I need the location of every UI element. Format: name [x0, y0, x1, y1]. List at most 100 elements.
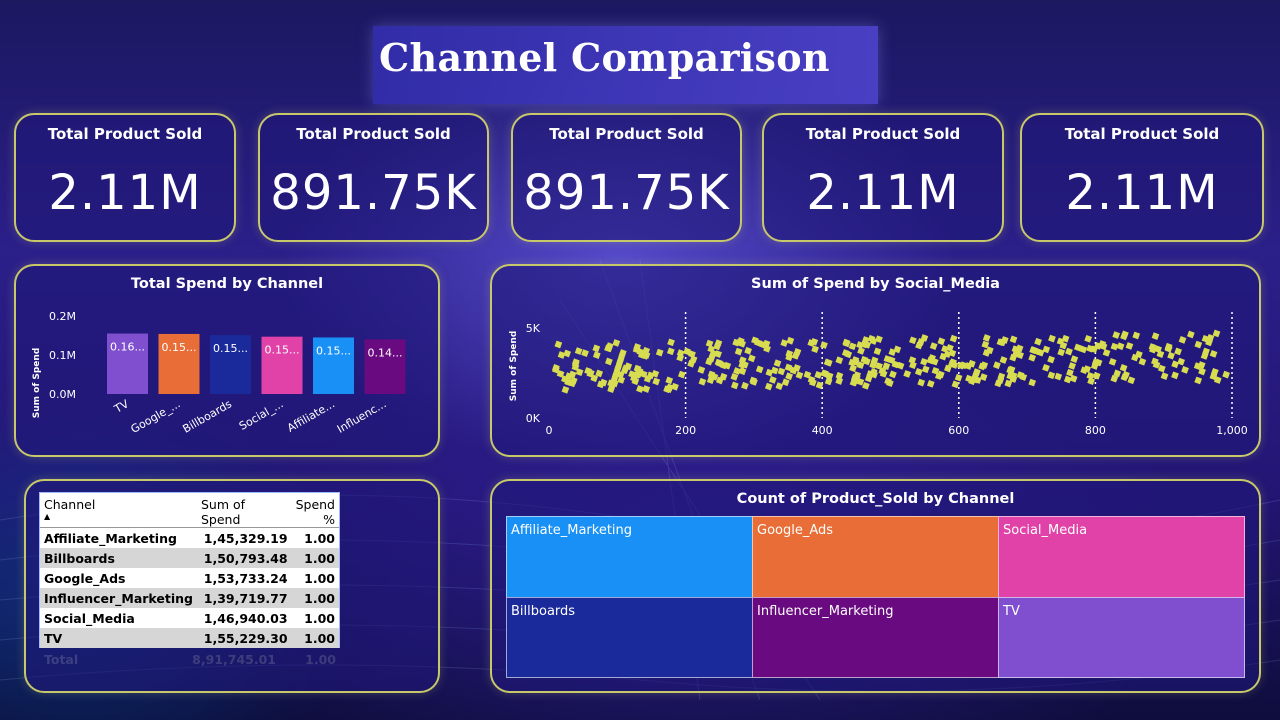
scatter-point[interactable] — [652, 377, 661, 386]
scatter-point[interactable] — [564, 378, 572, 387]
scatter-point[interactable] — [698, 377, 707, 386]
scatter-point[interactable] — [631, 377, 640, 386]
bar[interactable] — [261, 336, 303, 394]
kpi-card[interactable]: Total Product Sold 2.11M — [14, 113, 236, 242]
scatter-point[interactable] — [734, 347, 743, 356]
scatter-point[interactable] — [730, 373, 739, 381]
scatter-point[interactable] — [869, 368, 878, 376]
scatter-point[interactable] — [764, 382, 773, 391]
scatter-point[interactable] — [747, 354, 756, 363]
scatter-point[interactable] — [749, 376, 758, 385]
scatter-point[interactable] — [842, 338, 851, 347]
scatter-point[interactable] — [909, 361, 917, 370]
scatter-point[interactable] — [965, 374, 973, 383]
scatter-point[interactable] — [943, 350, 952, 358]
scatter-point[interactable] — [1057, 348, 1066, 357]
scatter-point[interactable] — [581, 349, 589, 357]
scatter-point[interactable] — [1193, 362, 1202, 370]
scatter-point[interactable] — [951, 380, 960, 389]
treemap-cell[interactable]: TV — [998, 597, 1245, 678]
scatter-point[interactable] — [1070, 355, 1079, 363]
scatter-point[interactable] — [1065, 347, 1073, 356]
scatter-point[interactable] — [937, 337, 946, 346]
scatter-point[interactable] — [1009, 353, 1018, 362]
scatter-point[interactable] — [646, 371, 655, 380]
scatter-point[interactable] — [921, 365, 930, 374]
scatter-point[interactable] — [1120, 373, 1129, 382]
scatter-point[interactable] — [1083, 365, 1092, 373]
scatter-point[interactable] — [741, 381, 749, 390]
scatter-point[interactable] — [972, 368, 981, 376]
scatter-point[interactable] — [1131, 353, 1139, 362]
scatter-point[interactable] — [835, 377, 844, 385]
treemap-cell[interactable]: Google_Ads — [752, 516, 999, 598]
scatter-point[interactable] — [882, 362, 891, 370]
scatter-point[interactable] — [920, 334, 929, 342]
scatter-point[interactable] — [807, 375, 816, 384]
scatter-point[interactable] — [1028, 353, 1037, 362]
scatter-point[interactable] — [1048, 334, 1056, 343]
scatter-point[interactable] — [811, 345, 819, 354]
scatter-point[interactable] — [705, 357, 713, 366]
scatter-point[interactable] — [1177, 357, 1185, 366]
scatter-point[interactable] — [884, 377, 892, 386]
scatter-point[interactable] — [957, 361, 965, 370]
scatter-point[interactable] — [736, 337, 745, 345]
scatter-point[interactable] — [795, 371, 804, 380]
scatter-point[interactable] — [1209, 350, 1218, 358]
scatter-point[interactable] — [780, 339, 789, 347]
scatter-point[interactable] — [1086, 371, 1095, 380]
scatter-point[interactable] — [1138, 357, 1147, 366]
scatter-point[interactable] — [1154, 345, 1162, 354]
scatter-point[interactable] — [773, 359, 782, 368]
scatter-point[interactable] — [571, 360, 580, 368]
scatter-point[interactable] — [970, 373, 979, 382]
scatter-point[interactable] — [1090, 345, 1098, 354]
bar[interactable] — [210, 335, 251, 394]
scatter-point[interactable] — [1092, 371, 1101, 380]
scatter-point[interactable] — [592, 344, 601, 353]
scatter-point[interactable] — [738, 360, 747, 369]
column-header-spend[interactable]: Sum of Spend — [197, 493, 292, 528]
scatter-point[interactable] — [1164, 342, 1173, 351]
scatter-point[interactable] — [1019, 373, 1028, 381]
scatter-point[interactable] — [618, 349, 627, 357]
scatter-point[interactable] — [710, 372, 719, 381]
scatter-point[interactable] — [786, 336, 795, 345]
scatter-point[interactable] — [835, 356, 844, 365]
scatter-point[interactable] — [768, 376, 777, 384]
scatter-point[interactable] — [605, 357, 613, 366]
scatter-point[interactable] — [873, 347, 882, 356]
scatter-point[interactable] — [715, 376, 724, 385]
kpi-card[interactable]: Total Product Sold 891.75K — [511, 113, 742, 242]
kpi-card[interactable]: Total Product Sold 891.75K — [258, 113, 489, 242]
scatter-point[interactable] — [751, 336, 759, 345]
scatter-point[interactable] — [979, 373, 988, 381]
scatter-point[interactable] — [612, 339, 621, 347]
scatter-point[interactable] — [856, 341, 864, 349]
scatter-point[interactable] — [666, 347, 675, 356]
scatter-point[interactable] — [1063, 375, 1072, 384]
spend-table[interactable]: Channel ▲ Sum of Spend Spend % Affiliate… — [39, 492, 340, 648]
scatter-point[interactable] — [569, 376, 578, 385]
scatter-point[interactable] — [954, 373, 963, 382]
scatter-point[interactable] — [1102, 348, 1111, 357]
scatter-point[interactable] — [1194, 376, 1203, 385]
scatter-point[interactable] — [1152, 360, 1161, 369]
scatter-point[interactable] — [1042, 363, 1050, 372]
scatter-point[interactable] — [738, 367, 747, 376]
bar-chart[interactable]: Sum of Spend 0.2M 0.1M 0.0M 0.16... TV 0.1… — [16, 266, 440, 456]
scatter-point[interactable] — [1110, 342, 1119, 351]
scatter-point[interactable] — [1110, 374, 1119, 383]
scatter-point[interactable] — [982, 334, 991, 342]
table-row[interactable]: Billboards 1,50,793.48 1.00 — [40, 548, 339, 568]
scatter-point[interactable] — [997, 372, 1006, 381]
scatter-point[interactable] — [878, 367, 887, 375]
scatter-point[interactable] — [697, 366, 706, 374]
scatter-point[interactable] — [1194, 340, 1203, 349]
scatter-point[interactable] — [1004, 379, 1013, 388]
scatter-point[interactable] — [744, 346, 753, 355]
scatter-point[interactable] — [1125, 342, 1134, 350]
scatter-point[interactable] — [775, 382, 784, 390]
scatter-point[interactable] — [642, 385, 651, 393]
